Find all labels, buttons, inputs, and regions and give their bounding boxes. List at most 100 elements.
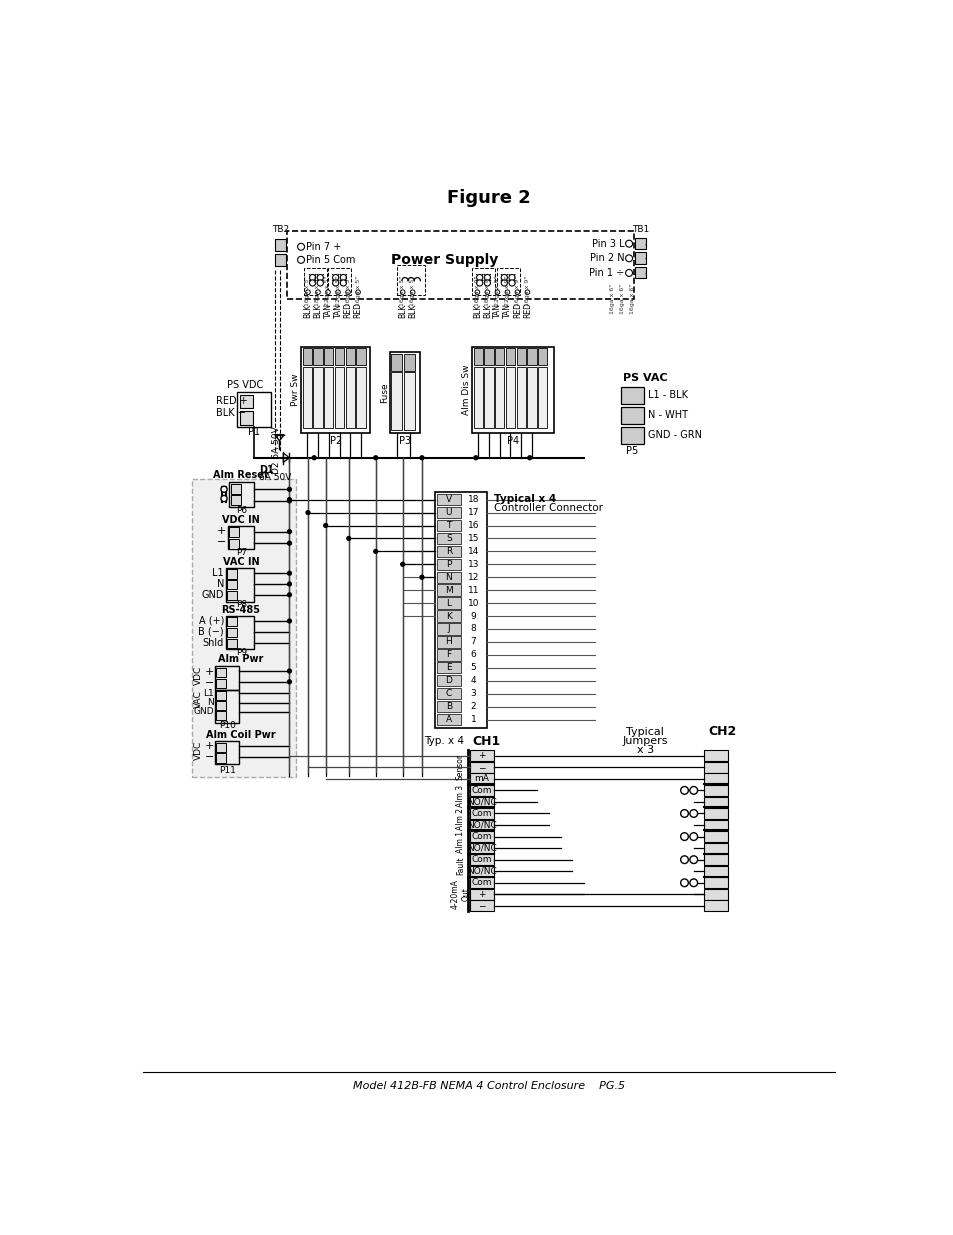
Text: P11: P11 xyxy=(218,766,235,774)
Bar xyxy=(620,387,643,404)
Bar xyxy=(404,372,415,430)
Bar xyxy=(216,701,226,710)
Bar xyxy=(703,785,728,795)
Bar xyxy=(497,268,519,294)
Text: V: V xyxy=(445,495,452,504)
Circle shape xyxy=(340,274,346,280)
Bar xyxy=(345,348,355,366)
Text: RED: RED xyxy=(522,301,532,317)
Bar xyxy=(335,367,344,429)
Bar xyxy=(436,676,460,687)
Text: NO/NC: NO/NC xyxy=(467,798,497,806)
Bar xyxy=(469,855,494,864)
Bar xyxy=(703,889,728,900)
Text: 22ga x 5": 22ga x 5" xyxy=(325,275,330,306)
Bar xyxy=(404,353,415,370)
Text: CH2: CH2 xyxy=(708,725,736,739)
Text: Controller Connector: Controller Connector xyxy=(493,503,602,513)
Bar xyxy=(703,855,728,864)
Circle shape xyxy=(315,290,320,294)
Text: Alm Reset: Alm Reset xyxy=(213,469,269,479)
Bar xyxy=(436,610,460,621)
Bar xyxy=(227,592,237,600)
Text: BLK: BLK xyxy=(303,304,313,317)
Bar xyxy=(435,493,487,729)
Text: 7: 7 xyxy=(470,637,476,646)
Circle shape xyxy=(500,280,507,287)
Bar xyxy=(229,483,253,508)
Circle shape xyxy=(374,550,377,553)
Text: 6: 6 xyxy=(470,651,476,659)
Text: 16ga x 6": 16ga x 6" xyxy=(609,284,614,314)
Bar xyxy=(703,808,728,819)
Text: 12: 12 xyxy=(467,573,478,582)
Text: 16ga x 9": 16ga x 9" xyxy=(475,275,479,306)
Text: P8: P8 xyxy=(236,600,247,609)
Bar xyxy=(469,866,494,877)
Bar xyxy=(436,688,460,699)
Text: 16ga x 9": 16ga x 9" xyxy=(524,275,529,306)
Circle shape xyxy=(504,290,509,294)
Text: Pin 3 L: Pin 3 L xyxy=(591,238,624,248)
Text: 16ga x 6": 16ga x 6" xyxy=(619,284,624,314)
Bar xyxy=(304,268,327,294)
Text: Com: Com xyxy=(471,785,492,795)
Text: L: L xyxy=(446,599,451,608)
Text: 5: 5 xyxy=(470,663,476,672)
Circle shape xyxy=(335,290,340,294)
Text: T: T xyxy=(446,521,451,530)
Bar xyxy=(301,347,370,433)
Bar xyxy=(703,877,728,888)
Bar xyxy=(495,348,504,366)
Text: RED: RED xyxy=(354,301,362,317)
Circle shape xyxy=(306,510,310,515)
Bar xyxy=(436,598,460,609)
Text: CH1: CH1 xyxy=(472,735,499,747)
Bar xyxy=(484,348,493,366)
Text: 10: 10 xyxy=(467,599,478,608)
Text: 2: 2 xyxy=(470,703,476,711)
Circle shape xyxy=(221,487,227,493)
Text: 16ga x 5": 16ga x 5" xyxy=(399,275,405,306)
Text: 11: 11 xyxy=(467,585,478,595)
Text: 16ga x 5": 16ga x 5" xyxy=(410,275,415,306)
Circle shape xyxy=(679,832,688,841)
Text: M: M xyxy=(444,585,453,595)
Circle shape xyxy=(317,280,323,287)
Bar xyxy=(436,572,460,583)
Text: Jumpers: Jumpers xyxy=(621,736,667,746)
Circle shape xyxy=(679,856,688,863)
Text: BLK: BLK xyxy=(482,304,492,317)
Circle shape xyxy=(484,280,490,287)
Bar xyxy=(635,237,645,249)
Bar xyxy=(313,348,322,366)
Text: 16ga x 6": 16ga x 6" xyxy=(629,284,634,314)
Text: +: + xyxy=(477,890,485,899)
Bar xyxy=(473,348,482,366)
Bar xyxy=(469,785,494,795)
Bar xyxy=(505,348,515,366)
Bar xyxy=(335,348,344,366)
Bar xyxy=(469,762,494,773)
Bar xyxy=(324,348,333,366)
Bar xyxy=(214,689,239,722)
Text: Pin 5 Com: Pin 5 Com xyxy=(306,254,355,264)
Circle shape xyxy=(287,498,291,501)
Text: Alm Coil Pwr: Alm Coil Pwr xyxy=(206,730,275,740)
Text: BLK: BLK xyxy=(397,304,407,317)
Text: 6A 50V: 6A 50V xyxy=(258,473,291,482)
Bar xyxy=(537,348,547,366)
Text: R: R xyxy=(445,547,452,556)
Circle shape xyxy=(476,274,482,280)
Bar xyxy=(436,494,460,505)
Circle shape xyxy=(689,810,697,818)
Text: Com: Com xyxy=(471,809,492,818)
Bar xyxy=(216,742,226,752)
Text: TB1: TB1 xyxy=(631,225,649,235)
Bar xyxy=(214,741,239,764)
Bar xyxy=(214,667,239,689)
Circle shape xyxy=(333,280,338,287)
Circle shape xyxy=(287,488,291,492)
Bar xyxy=(703,866,728,877)
Circle shape xyxy=(625,241,632,247)
